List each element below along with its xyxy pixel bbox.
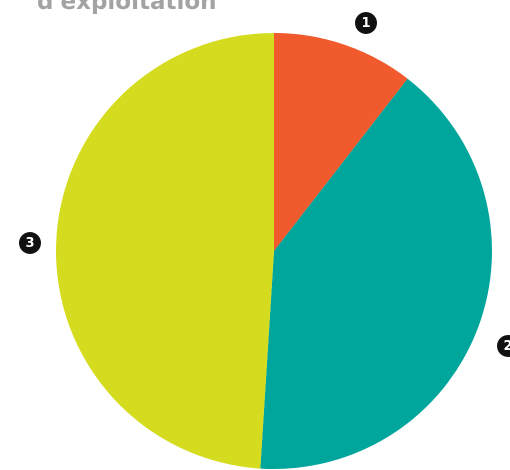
slice-label-badge	[497, 335, 510, 357]
slice-label-3: 3	[19, 232, 41, 254]
chart-title: d'exploitation	[37, 0, 217, 15]
slice-labels: 1 2 3	[19, 12, 510, 357]
pie-slice-3	[55, 33, 274, 469]
slice-label-2: 2	[497, 335, 510, 357]
pie-slice-1	[274, 33, 408, 251]
pie-slice-2	[260, 78, 492, 469]
slice-label-text: 3	[25, 236, 34, 251]
pie-slices	[55, 33, 492, 469]
slice-label-text: 2	[503, 339, 510, 354]
slice-label-badge	[19, 232, 41, 254]
slice-label-badge	[355, 12, 377, 34]
slice-label-1: 1	[355, 12, 377, 34]
slice-label-text: 1	[361, 16, 370, 31]
